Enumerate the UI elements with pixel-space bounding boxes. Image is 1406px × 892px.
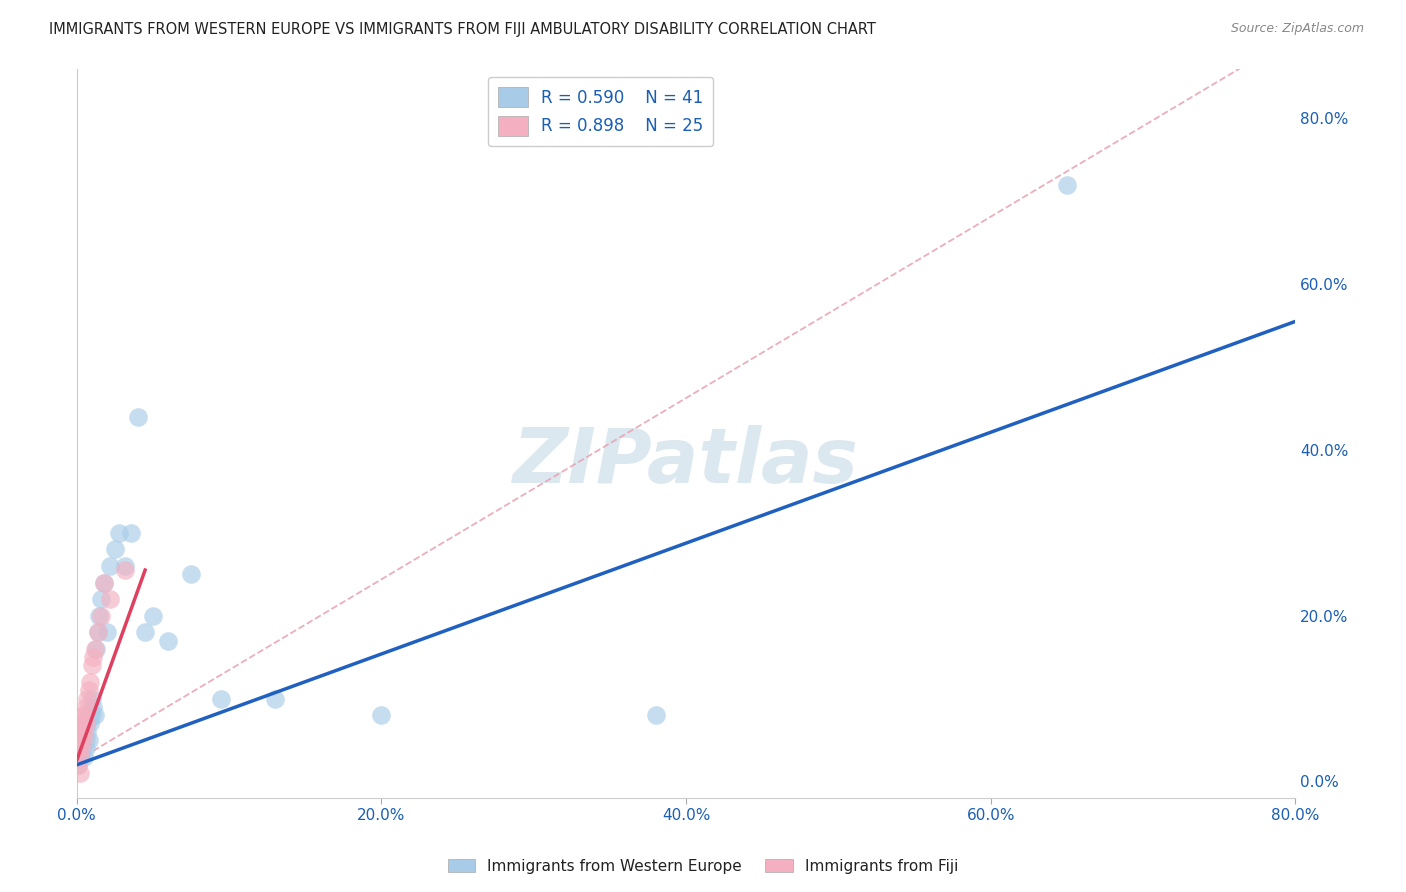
Point xyxy=(77,733,100,747)
Point xyxy=(83,641,105,656)
Point xyxy=(75,733,97,747)
Point xyxy=(90,608,112,623)
Text: IMMIGRANTS FROM WESTERN EUROPE VS IMMIGRANTS FROM FIJI AMBULATORY DISABILITY COR: IMMIGRANTS FROM WESTERN EUROPE VS IMMIGR… xyxy=(49,22,876,37)
Point xyxy=(83,708,105,723)
Point xyxy=(76,724,98,739)
Point xyxy=(72,741,94,756)
Point xyxy=(70,749,93,764)
Point xyxy=(114,558,136,573)
Point xyxy=(79,716,101,731)
Point xyxy=(127,409,149,424)
Point xyxy=(82,650,104,665)
Point xyxy=(70,741,93,756)
Point xyxy=(75,699,97,714)
Point xyxy=(73,724,96,739)
Point xyxy=(96,625,118,640)
Point xyxy=(134,625,156,640)
Point xyxy=(86,641,108,656)
Point xyxy=(142,608,165,623)
Point xyxy=(75,716,97,731)
Point xyxy=(73,708,96,723)
Point xyxy=(114,563,136,577)
Point xyxy=(93,575,115,590)
Text: Source: ZipAtlas.com: Source: ZipAtlas.com xyxy=(1230,22,1364,36)
Point xyxy=(82,699,104,714)
Point xyxy=(67,741,90,756)
Point xyxy=(104,542,127,557)
Point xyxy=(180,567,202,582)
Point xyxy=(87,625,110,640)
Point xyxy=(263,691,285,706)
Point xyxy=(72,708,94,723)
Point xyxy=(73,749,96,764)
Point xyxy=(120,525,142,540)
Point xyxy=(98,558,121,573)
Point xyxy=(77,708,100,723)
Text: ZIPatlas: ZIPatlas xyxy=(513,425,859,500)
Point xyxy=(72,733,94,747)
Point xyxy=(98,592,121,607)
Point xyxy=(69,716,91,731)
Point xyxy=(67,758,90,772)
Legend: R = 0.590    N = 41, R = 0.898    N = 25: R = 0.590 N = 41, R = 0.898 N = 25 xyxy=(488,77,713,146)
Point xyxy=(156,633,179,648)
Point xyxy=(69,766,91,780)
Point xyxy=(80,691,103,706)
Point xyxy=(89,608,111,623)
Point xyxy=(80,658,103,673)
Point xyxy=(76,716,98,731)
Point xyxy=(644,708,666,723)
Point xyxy=(76,691,98,706)
Point xyxy=(1056,178,1078,192)
Point xyxy=(69,749,91,764)
Point xyxy=(87,625,110,640)
Point xyxy=(72,724,94,739)
Point xyxy=(69,749,91,764)
Point xyxy=(69,733,91,747)
Point xyxy=(209,691,232,706)
Point xyxy=(370,708,392,723)
Point xyxy=(90,592,112,607)
Legend: Immigrants from Western Europe, Immigrants from Fiji: Immigrants from Western Europe, Immigran… xyxy=(441,853,965,880)
Point xyxy=(80,708,103,723)
Point xyxy=(75,741,97,756)
Point xyxy=(79,675,101,690)
Point xyxy=(77,683,100,698)
Point xyxy=(69,741,91,756)
Point xyxy=(67,758,90,772)
Point xyxy=(73,716,96,731)
Point xyxy=(70,724,93,739)
Point xyxy=(70,733,93,747)
Point xyxy=(93,575,115,590)
Point xyxy=(108,525,131,540)
